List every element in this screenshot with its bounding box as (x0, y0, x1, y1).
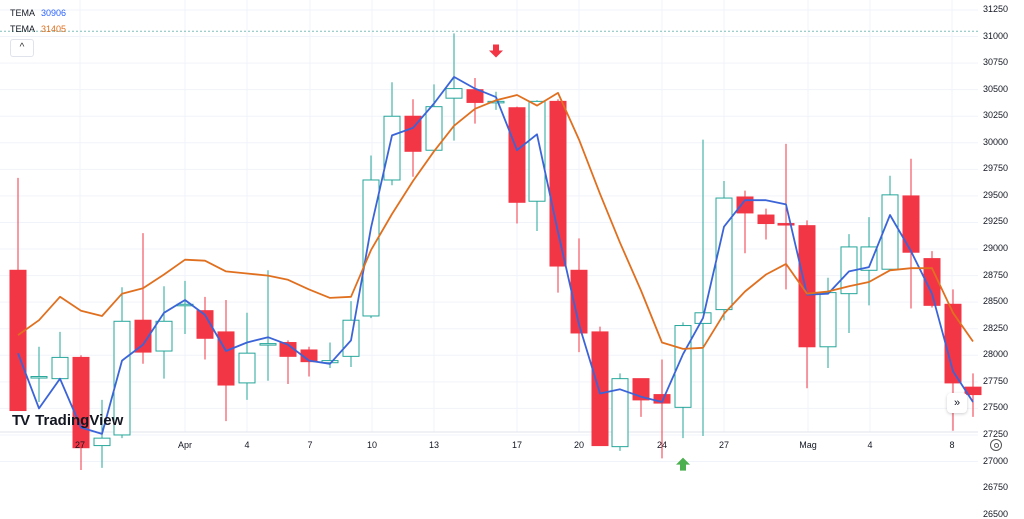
watermark-text: TradingView (35, 412, 124, 429)
price-tick-label: 27750 (983, 375, 1009, 386)
candle-body[interactable] (508, 107, 526, 203)
candle-body[interactable] (777, 223, 795, 226)
time-tick-label: 17 (511, 440, 523, 450)
settings-icon[interactable] (990, 439, 1002, 451)
price-tick-label: 26750 (983, 482, 1009, 493)
tradingview-watermark: TV TradingView (12, 412, 123, 429)
candle-body[interactable] (798, 225, 816, 348)
price-tick-label: 26500 (983, 508, 1009, 519)
price-tick-label: 28500 (983, 296, 1009, 307)
candle-body[interactable] (902, 195, 920, 253)
candle-body[interactable] (279, 342, 297, 357)
time-tick-label: 4 (244, 440, 250, 450)
candle-body[interactable] (9, 269, 27, 412)
candle-body[interactable] (155, 320, 173, 352)
price-tick-label: 29500 (983, 189, 1009, 200)
candle-body[interactable] (860, 246, 878, 271)
price-chart[interactable] (0, 0, 1024, 478)
sell-signal-arrow-icon (489, 44, 503, 58)
tema-slow-line (17, 92, 974, 350)
legend-value: 31405 (41, 24, 67, 34)
candle-body[interactable] (881, 194, 899, 270)
scroll-to-realtime-button[interactable]: » (947, 393, 967, 413)
price-tick-label: 28750 (983, 269, 1009, 280)
time-tick-label: Mag (799, 440, 817, 450)
time-tick-label: 10 (366, 440, 378, 450)
candle-body[interactable] (570, 269, 588, 334)
candle-body[interactable] (196, 310, 214, 339)
price-tick-label: 27500 (983, 402, 1009, 413)
legend-value: 30906 (41, 8, 67, 18)
candle-body[interactable] (383, 115, 401, 181)
collapse-legend-button[interactable]: ^ (10, 39, 34, 57)
indicator-legend: TEMA 30906 TEMA 31405 (10, 5, 66, 37)
time-tick-label: 20 (573, 440, 585, 450)
candle-body[interactable] (51, 356, 69, 380)
price-tick-label: 27250 (983, 428, 1009, 439)
candle-body[interactable] (113, 320, 131, 436)
candle-body[interactable] (259, 343, 277, 346)
candle-body[interactable] (238, 352, 256, 384)
price-tick-label: 27000 (983, 455, 1009, 466)
time-tick-label: 27 (718, 440, 730, 450)
tradingview-logo-icon: TV (12, 412, 30, 429)
time-tick-label: 13 (428, 440, 440, 450)
time-tick-label: 7 (307, 440, 313, 450)
price-tick-label: 29000 (983, 243, 1009, 254)
candle-body[interactable] (134, 319, 152, 353)
candle-body[interactable] (757, 214, 775, 225)
price-tick-label: 28000 (983, 349, 1009, 360)
candle-body[interactable] (466, 89, 484, 103)
candle-body[interactable] (653, 394, 671, 404)
time-tick-label: 27 (74, 440, 86, 450)
candle-body[interactable] (445, 88, 463, 99)
price-tick-label: 29750 (983, 163, 1009, 174)
candle-body[interactable] (611, 378, 629, 448)
legend-label: TEMA (10, 8, 36, 18)
candle-body[interactable] (528, 100, 546, 202)
price-tick-label: 30000 (983, 136, 1009, 147)
price-tick-label: 31250 (983, 4, 1009, 14)
legend-label: TEMA (10, 24, 36, 34)
candle-body[interactable] (819, 292, 837, 348)
time-tick-label: 4 (867, 440, 873, 450)
time-tick-label: 8 (949, 440, 955, 450)
candle-body[interactable] (549, 100, 567, 267)
candle-body[interactable] (30, 376, 48, 379)
candle-body[interactable] (715, 197, 733, 311)
price-tick-label: 28250 (983, 322, 1009, 333)
buy-signal-arrow-icon (676, 457, 690, 471)
candle-body[interactable] (300, 349, 318, 363)
candle-body[interactable] (72, 356, 90, 449)
candle-body[interactable] (404, 115, 422, 152)
legend-item-tema-fast[interactable]: TEMA 30906 (10, 5, 66, 21)
legend-item-tema-slow[interactable]: TEMA 31405 (10, 21, 66, 37)
candle-body[interactable] (93, 437, 111, 447)
price-tick-label: 30750 (983, 57, 1009, 68)
time-tick-label: 24 (656, 440, 668, 450)
price-tick-label: 29250 (983, 216, 1009, 227)
price-tick-label: 31000 (983, 30, 1009, 41)
price-tick-label: 30250 (983, 110, 1009, 121)
candle-body[interactable] (487, 100, 505, 104)
tema-fast-line (17, 76, 974, 435)
price-tick-label: 30500 (983, 83, 1009, 94)
candle-body[interactable] (923, 258, 941, 306)
time-tick-label: Apr (177, 440, 193, 450)
candle-body[interactable] (591, 331, 609, 447)
